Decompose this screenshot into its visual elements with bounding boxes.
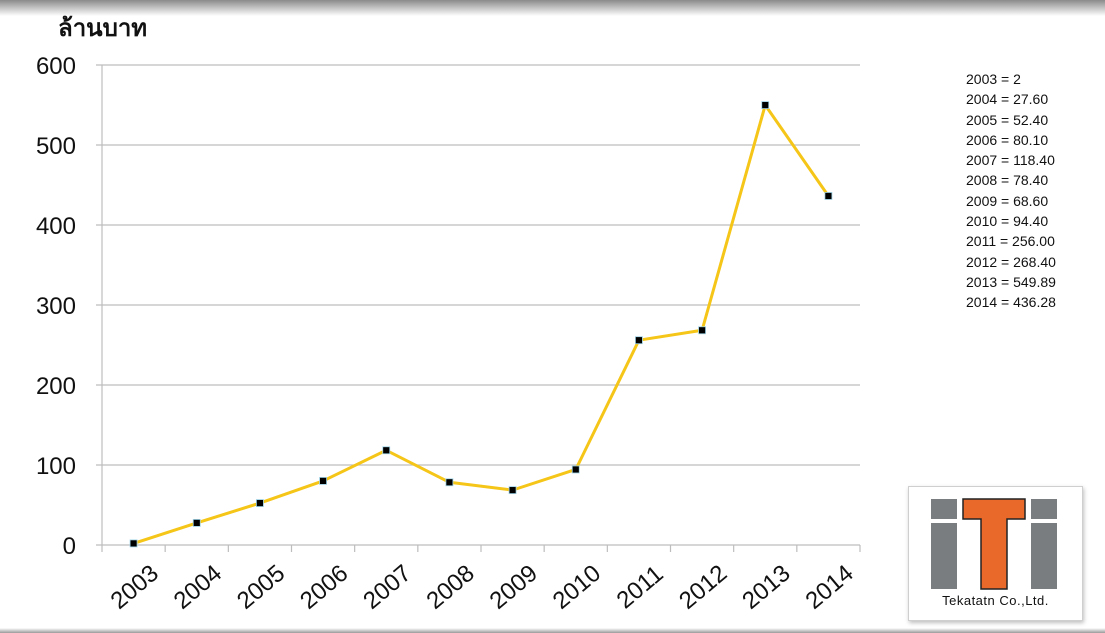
data-point-marker [635, 336, 643, 345]
value-list-item: 2004 = 27.60 [966, 91, 1049, 108]
x-tick-label: 2006 [295, 560, 353, 615]
value-list: 2003 = 2 2004 = 27.60 2005 = 52.40 2006 = 8… [966, 69, 1056, 313]
bottom-shadow [0, 628, 1105, 633]
x-tick-label: 2011 [612, 560, 669, 614]
y-tick-label: 400 [36, 213, 76, 240]
data-point-marker [129, 539, 138, 548]
top-shadow [0, 0, 1105, 16]
data-point-marker [319, 477, 327, 485]
logo-text: Tekatatn Co.,Ltd. [942, 593, 1049, 608]
x-axis-ticks: 2003 2004 2005 2006 2007 2008 2009 2010 2011 2012… [101, 545, 861, 615]
y-tick-label: 500 [36, 133, 76, 160]
value-list-item: 2003 = 2 [966, 71, 1021, 87]
x-tick-label: 2005 [232, 560, 290, 615]
x-tick-label: 2004 [169, 560, 227, 615]
y-tick-label: 200 [36, 373, 76, 400]
value-list-item: 2014 = 436.28 [966, 294, 1056, 311]
data-point-marker [256, 499, 264, 507]
value-list-item: 2005 = 52.40 [966, 111, 1049, 128]
x-tick-label: 2014 [800, 560, 858, 615]
y-axis-ticks: 0 100 200 300 400 500 600 [36, 53, 76, 560]
x-tick-label: 2009 [485, 560, 543, 615]
value-list-item: 2012 = 268.40 [966, 253, 1056, 270]
data-point-marker [824, 192, 833, 200]
value-list-item: 2011 = 256.00 [966, 233, 1055, 250]
x-tick-label: 2010 [548, 560, 606, 615]
grid-lines [96, 64, 860, 546]
data-point-marker [508, 486, 517, 495]
y-tick-label: 600 [36, 53, 76, 80]
data-point-marker [698, 326, 706, 335]
data-point-marker [382, 446, 391, 455]
data-point-marker [571, 465, 580, 474]
x-tick-label: 2012 [674, 560, 732, 615]
series-polyline [133, 103, 830, 545]
x-tick-label: 2008 [421, 560, 479, 615]
value-list-item: 2010 = 94.40 [966, 213, 1049, 230]
data-point-marker [445, 478, 454, 487]
x-tick-label: 2013 [737, 560, 795, 615]
company-logo: Tekatatn Co.,Ltd. [908, 486, 1083, 621]
y-tick-label: 0 [63, 533, 76, 560]
value-list-item: 2009 = 68.60 [966, 192, 1049, 209]
data-point-marker [761, 101, 770, 109]
value-list-item: 2007 = 118.40 [966, 152, 1055, 169]
y-axis-unit-label: ล้านบาท [58, 14, 147, 42]
value-list-item: 2006 = 80.10 [966, 131, 1049, 148]
x-tick-label: 2007 [358, 560, 416, 615]
x-tick-label: 2003 [106, 560, 164, 615]
value-list-item: 2008 = 78.40 [966, 172, 1049, 189]
data-point-marker [192, 519, 201, 527]
value-list-item: 2013 = 549.89 [966, 273, 1056, 290]
y-tick-label: 100 [36, 453, 76, 480]
y-tick-label: 300 [36, 293, 76, 320]
series-line [129, 101, 833, 548]
logo-mark [931, 498, 1057, 590]
